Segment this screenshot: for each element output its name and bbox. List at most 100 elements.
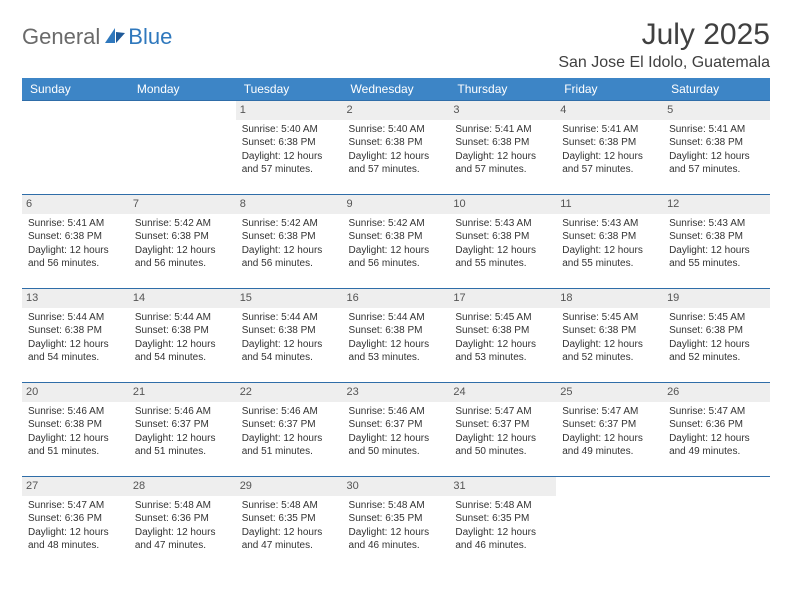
day-details: Sunrise: 5:45 AMSunset: 6:38 PMDaylight:… (455, 311, 550, 365)
calendar-cell: 22Sunrise: 5:46 AMSunset: 6:37 PMDayligh… (236, 383, 343, 477)
weekday-header: Thursday (449, 78, 556, 101)
header: General Blue July 2025 San Jose El Idolo… (22, 18, 770, 72)
day-number: 27 (22, 477, 129, 496)
day-details: Sunrise: 5:44 AMSunset: 6:38 PMDaylight:… (349, 311, 444, 365)
day-details: Sunrise: 5:42 AMSunset: 6:38 PMDaylight:… (242, 217, 337, 271)
day-details: Sunrise: 5:42 AMSunset: 6:38 PMDaylight:… (135, 217, 230, 271)
day-details: Sunrise: 5:46 AMSunset: 6:37 PMDaylight:… (349, 405, 444, 459)
day-details: Sunrise: 5:47 AMSunset: 6:37 PMDaylight:… (455, 405, 550, 459)
day-details: Sunrise: 5:48 AMSunset: 6:35 PMDaylight:… (242, 499, 337, 553)
calendar-cell: 19Sunrise: 5:45 AMSunset: 6:38 PMDayligh… (663, 289, 770, 383)
calendar-cell: 15Sunrise: 5:44 AMSunset: 6:38 PMDayligh… (236, 289, 343, 383)
calendar-cell: 14Sunrise: 5:44 AMSunset: 6:38 PMDayligh… (129, 289, 236, 383)
calendar-cell: 5 Sunrise: 5:41 AMSunset: 6:38 PMDaylight… (663, 101, 770, 195)
calendar-cell: 27Sunrise: 5:47 AMSunset: 6:36 PMDayligh… (22, 477, 129, 571)
day-details: Sunrise: 5:43 AMSunset: 6:38 PMDaylight:… (562, 217, 657, 271)
day-number: 17 (449, 289, 556, 308)
page-title: July 2025 (558, 18, 770, 52)
day-number: 26 (663, 383, 770, 402)
calendar-cell: 11 Sunrise: 5:43 AMSunset: 6:38 PMDayligh… (556, 195, 663, 289)
day-details: Sunrise: 5:41 AMSunset: 6:38 PMDaylight:… (562, 123, 657, 177)
day-details: Sunrise: 5:47 AMSunset: 6:37 PMDaylight:… (562, 405, 657, 459)
logo-text-blue: Blue (128, 24, 172, 50)
calendar-cell: 12Sunrise: 5:43 AMSunset: 6:38 PMDayligh… (663, 195, 770, 289)
calendar-cell: 26 Sunrise: 5:47 AMSunset: 6:36 PMDayligh… (663, 383, 770, 477)
calendar-row: 1 Sunrise: 5:40 AMSunset: 6:38 PMDaylight… (22, 101, 770, 195)
day-number: 24 (449, 383, 556, 402)
calendar-cell: 9Sunrise: 5:42 AMSunset: 6:38 PMDaylight… (343, 195, 450, 289)
day-number: 18 (556, 289, 663, 308)
day-details: Sunrise: 5:40 AMSunset: 6:38 PMDaylight:… (242, 123, 337, 177)
day-number: 13 (22, 289, 129, 308)
day-number: 10 (449, 195, 556, 214)
day-number: 31 (449, 477, 556, 496)
calendar-cell: 30 Sunrise: 5:48 AMSunset: 6:35 PMDayligh… (343, 477, 450, 571)
day-number: 5 (663, 101, 770, 120)
weekday-header: Tuesday (236, 78, 343, 101)
day-details: Sunrise: 5:44 AMSunset: 6:38 PMDaylight:… (28, 311, 123, 365)
day-number: 14 (129, 289, 236, 308)
weekday-header: Wednesday (343, 78, 450, 101)
day-number: 21 (129, 383, 236, 402)
day-number: 15 (236, 289, 343, 308)
calendar-cell: 2Sunrise: 5:40 AMSunset: 6:38 PMDaylight… (343, 101, 450, 195)
calendar-cell-empty (663, 477, 770, 571)
calendar-cell: 4 Sunrise: 5:41 AMSunset: 6:38 PMDaylight… (556, 101, 663, 195)
day-number: 28 (129, 477, 236, 496)
day-details: Sunrise: 5:48 AMSunset: 6:35 PMDaylight:… (349, 499, 444, 553)
calendar-cell: 23Sunrise: 5:46 AMSunset: 6:37 PMDayligh… (343, 383, 450, 477)
weekday-header: Friday (556, 78, 663, 101)
calendar-cell: 21 Sunrise: 5:46 AMSunset: 6:37 PMDayligh… (129, 383, 236, 477)
calendar-cell: 31 Sunrise: 5:48 AMSunset: 6:35 PMDayligh… (449, 477, 556, 571)
calendar-cell-empty (22, 101, 129, 195)
day-details: Sunrise: 5:48 AMSunset: 6:35 PMDaylight:… (455, 499, 550, 553)
calendar-row: 13 Sunrise: 5:44 AMSunset: 6:38 PMDayligh… (22, 289, 770, 383)
day-number: 25 (556, 383, 663, 402)
calendar-cell: 1 Sunrise: 5:40 AMSunset: 6:38 PMDaylight… (236, 101, 343, 195)
calendar-row: 27Sunrise: 5:47 AMSunset: 6:36 PMDayligh… (22, 477, 770, 571)
calendar-cell: 18 Sunrise: 5:45 AMSunset: 6:38 PMDayligh… (556, 289, 663, 383)
calendar-cell: 25 Sunrise: 5:47 AMSunset: 6:37 PMDayligh… (556, 383, 663, 477)
day-number: 4 (556, 101, 663, 120)
calendar-cell: 17 Sunrise: 5:45 AMSunset: 6:38 PMDayligh… (449, 289, 556, 383)
calendar-body: 1 Sunrise: 5:40 AMSunset: 6:38 PMDaylight… (22, 101, 770, 571)
calendar-cell: 3 Sunrise: 5:41 AMSunset: 6:38 PMDaylight… (449, 101, 556, 195)
calendar-cell: 7Sunrise: 5:42 AMSunset: 6:38 PMDaylight… (129, 195, 236, 289)
calendar-cell-empty (556, 477, 663, 571)
weekday-header-row: SundayMondayTuesdayWednesdayThursdayFrid… (22, 78, 770, 101)
calendar-cell: 6 Sunrise: 5:41 AMSunset: 6:38 PMDaylight… (22, 195, 129, 289)
calendar-cell: 10 Sunrise: 5:43 AMSunset: 6:38 PMDayligh… (449, 195, 556, 289)
day-details: Sunrise: 5:41 AMSunset: 6:38 PMDaylight:… (28, 217, 123, 271)
day-number: 3 (449, 101, 556, 120)
day-details: Sunrise: 5:47 AMSunset: 6:36 PMDaylight:… (669, 405, 764, 459)
day-number: 20 (22, 383, 129, 402)
calendar-cell-empty (129, 101, 236, 195)
day-number: 22 (236, 383, 343, 402)
day-number: 12 (663, 195, 770, 214)
day-details: Sunrise: 5:43 AMSunset: 6:38 PMDaylight:… (455, 217, 550, 271)
day-details: Sunrise: 5:41 AMSunset: 6:38 PMDaylight:… (669, 123, 764, 177)
sail-icon (104, 26, 126, 49)
calendar-row: 20 Sunrise: 5:46 AMSunset: 6:38 PMDayligh… (22, 383, 770, 477)
calendar-cell: 20 Sunrise: 5:46 AMSunset: 6:38 PMDayligh… (22, 383, 129, 477)
day-details: Sunrise: 5:45 AMSunset: 6:38 PMDaylight:… (669, 311, 764, 365)
day-number: 6 (22, 195, 129, 214)
day-number: 1 (236, 101, 343, 120)
title-block: July 2025 San Jose El Idolo, Guatemala (558, 18, 770, 72)
logo: General Blue (22, 18, 172, 50)
day-details: Sunrise: 5:41 AMSunset: 6:38 PMDaylight:… (455, 123, 550, 177)
calendar-row: 6 Sunrise: 5:41 AMSunset: 6:38 PMDaylight… (22, 195, 770, 289)
calendar-cell: 8 Sunrise: 5:42 AMSunset: 6:38 PMDaylight… (236, 195, 343, 289)
location-label: San Jose El Idolo, Guatemala (558, 54, 770, 72)
day-number: 8 (236, 195, 343, 214)
day-number: 29 (236, 477, 343, 496)
day-number: 11 (556, 195, 663, 214)
day-details: Sunrise: 5:48 AMSunset: 6:36 PMDaylight:… (135, 499, 230, 553)
day-details: Sunrise: 5:40 AMSunset: 6:38 PMDaylight:… (349, 123, 444, 177)
weekday-header: Monday (129, 78, 236, 101)
day-details: Sunrise: 5:46 AMSunset: 6:37 PMDaylight:… (135, 405, 230, 459)
calendar-cell: 13 Sunrise: 5:44 AMSunset: 6:38 PMDayligh… (22, 289, 129, 383)
day-details: Sunrise: 5:45 AMSunset: 6:38 PMDaylight:… (562, 311, 657, 365)
day-number: 30 (343, 477, 450, 496)
day-details: Sunrise: 5:46 AMSunset: 6:38 PMDaylight:… (28, 405, 123, 459)
